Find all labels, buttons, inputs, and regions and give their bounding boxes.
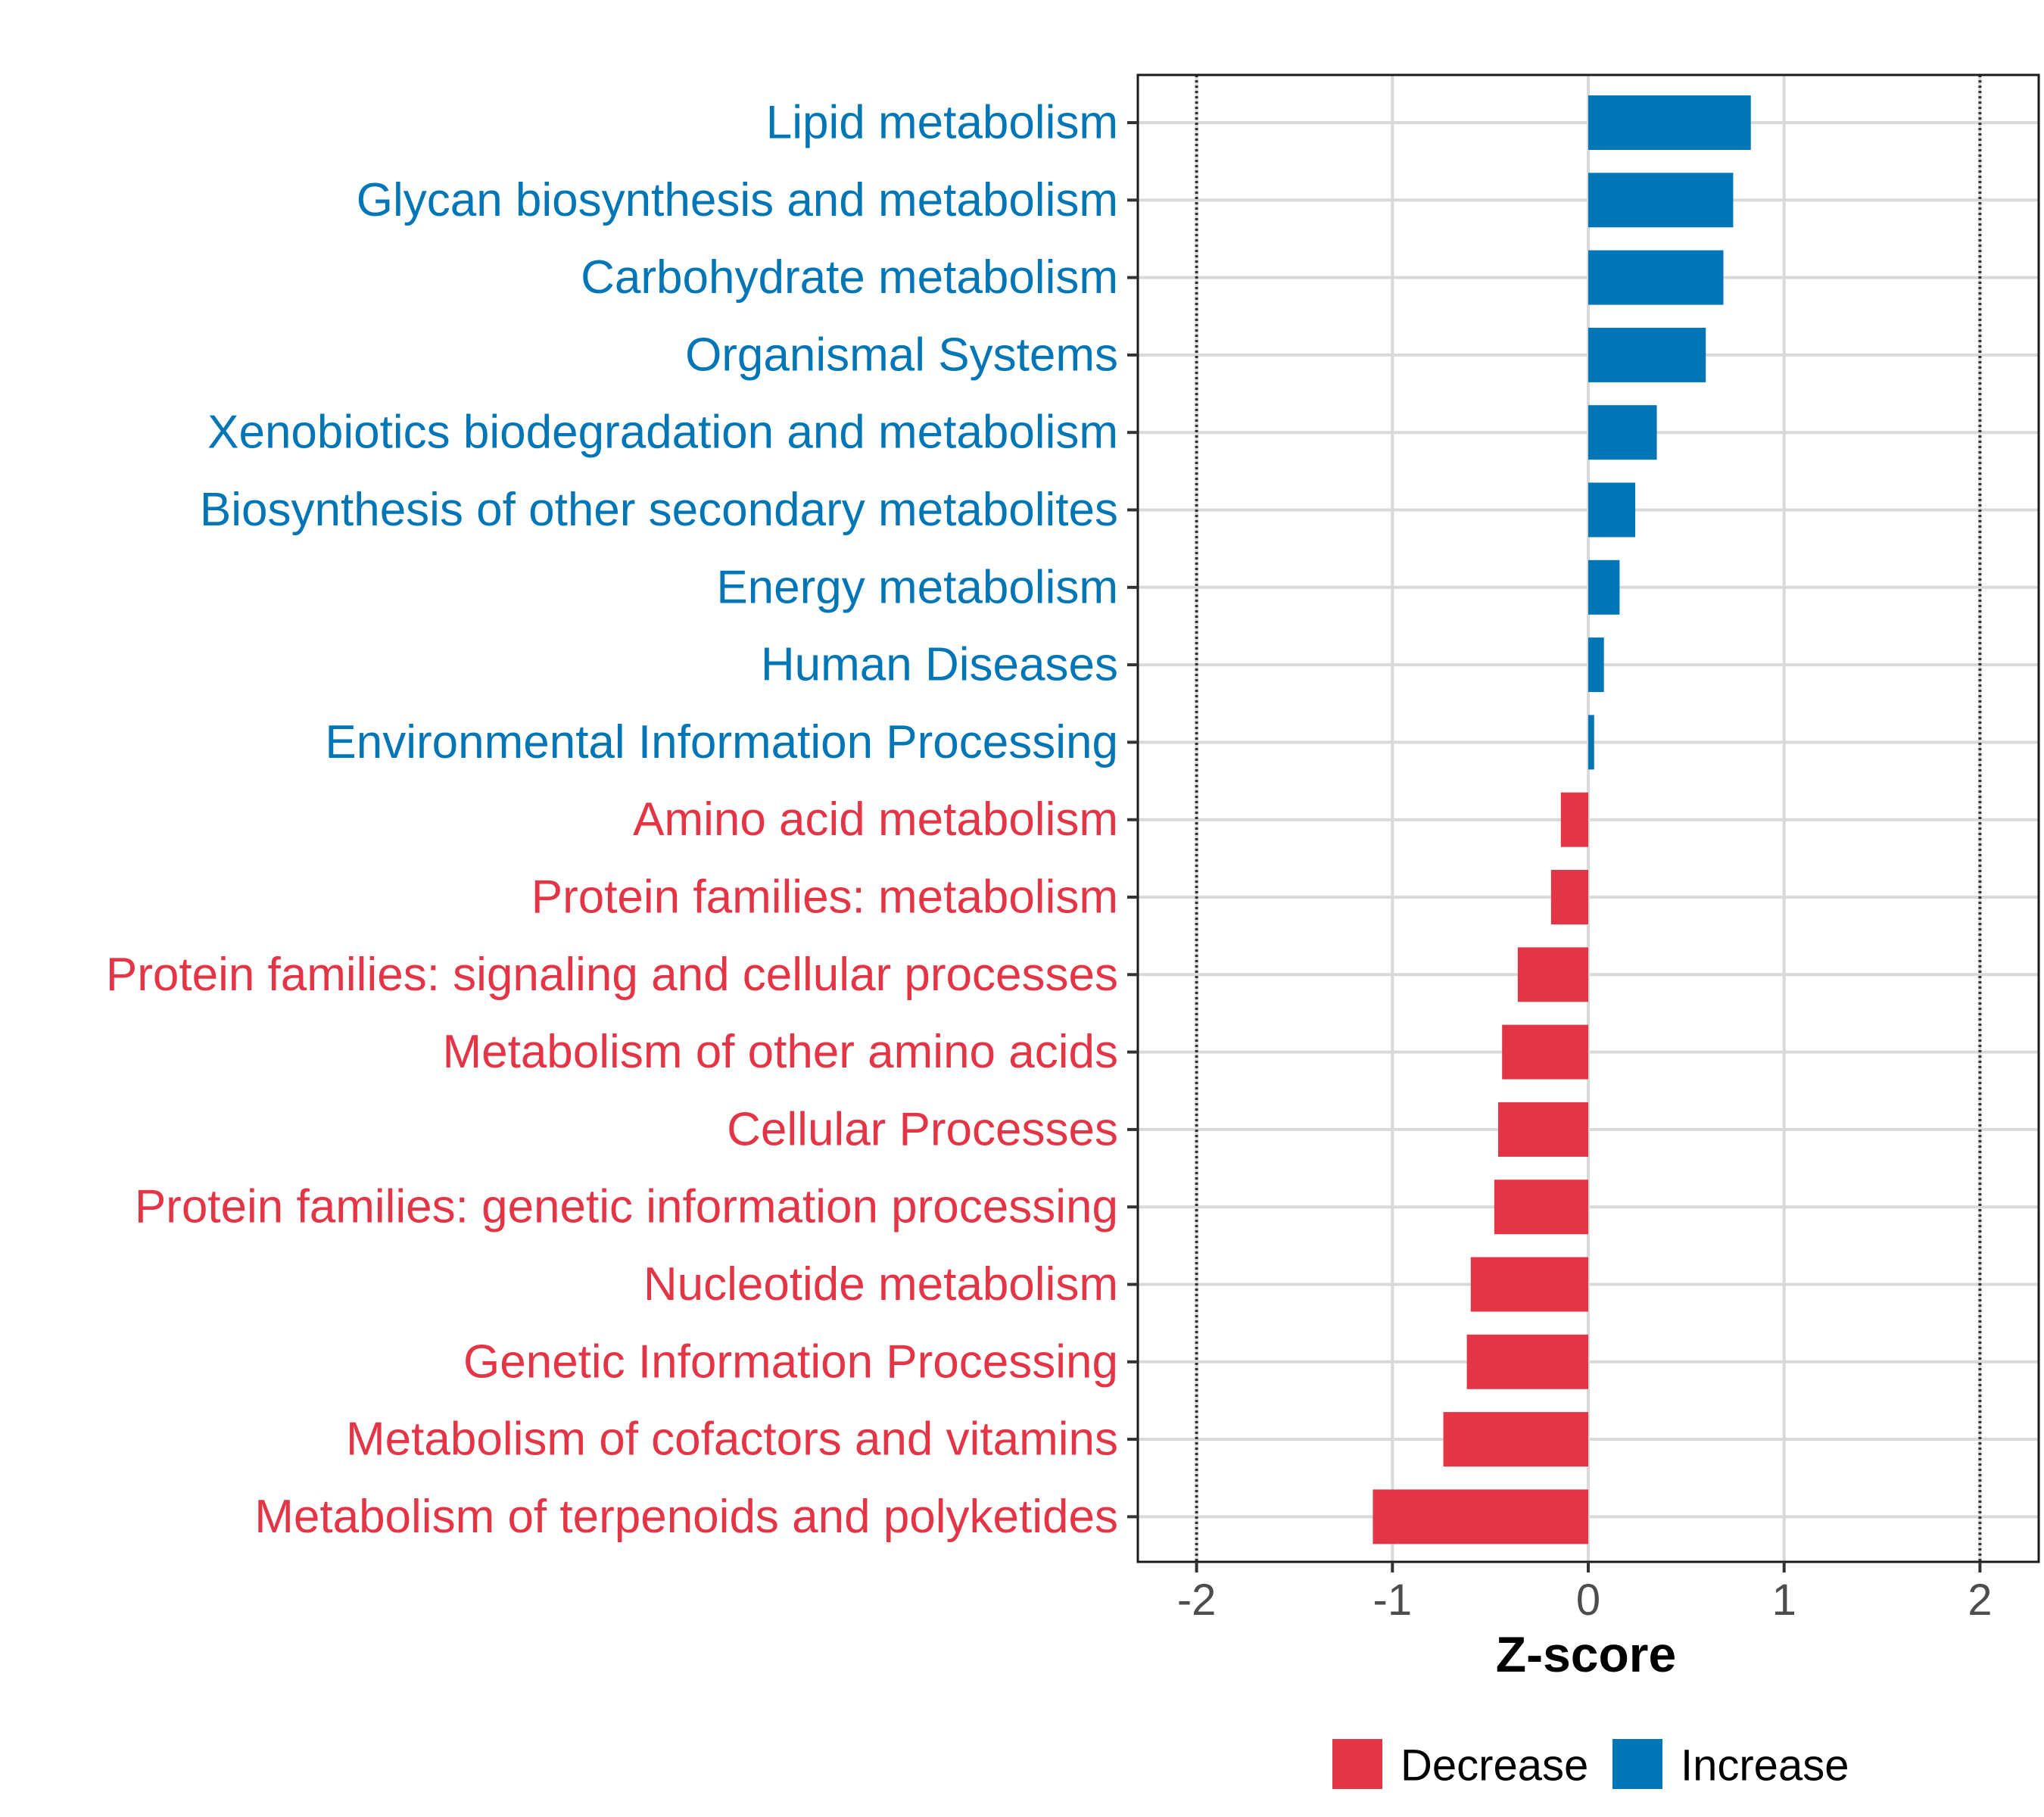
bar — [1502, 1024, 1588, 1080]
y-tick-label: Human Diseases — [761, 639, 1118, 691]
bar — [1494, 1180, 1588, 1235]
bar — [1550, 870, 1588, 924]
bar — [1588, 637, 1604, 693]
legend-key — [1612, 1739, 1662, 1789]
y-tick-label: Protein families: metabolism — [531, 871, 1118, 924]
bar — [1588, 95, 1751, 150]
x-axis-ticks: -2 -1 0 1 2 — [1177, 1562, 1993, 1625]
y-tick-label: Carbohydrate metabolism — [581, 251, 1118, 304]
x-tick-label: 0 — [1576, 1575, 1600, 1625]
y-tick-label: Biosynthesis of other secondary metaboli… — [200, 484, 1118, 536]
y-tick-label: Glycan biosynthesis and metabolism — [357, 174, 1118, 226]
y-axis-labels: Lipid metabolism Glycan biosynthesis and … — [106, 97, 1118, 1543]
bar — [1560, 792, 1588, 847]
bar — [1588, 327, 1706, 382]
x-tick-label: -2 — [1177, 1575, 1217, 1625]
bar — [1588, 405, 1657, 460]
y-tick-label: Energy metabolism — [716, 561, 1118, 613]
reference-lines — [1195, 75, 1982, 1562]
y-tick-label: Organismal Systems — [685, 329, 1118, 381]
y-tick-label: Protein families: signaling and cellular… — [106, 949, 1118, 1001]
y-axis-ticks — [1127, 121, 1138, 1519]
y-tick-label: Amino acid metabolism — [633, 793, 1118, 846]
bar — [1517, 947, 1588, 1002]
bar — [1588, 559, 1620, 615]
y-tick-label: Genetic Information Processing — [463, 1335, 1118, 1388]
bars — [1373, 95, 1751, 1544]
bar — [1588, 715, 1594, 770]
bar — [1588, 482, 1636, 538]
x-tick-label: -1 — [1373, 1575, 1413, 1625]
y-tick-label: Metabolism of terpenoids and polyketides — [254, 1491, 1118, 1543]
bar — [1588, 250, 1724, 305]
bar — [1443, 1412, 1588, 1467]
bar — [1588, 173, 1734, 228]
bar — [1466, 1334, 1588, 1389]
x-tick-label: 2 — [1968, 1575, 1992, 1625]
x-axis-title: Z-score — [1496, 1626, 1676, 1682]
x-tick-label: 1 — [1772, 1575, 1796, 1625]
y-tick-label: Lipid metabolism — [766, 97, 1118, 149]
legend: Decrease Increase — [1332, 1739, 1849, 1791]
bar — [1470, 1257, 1588, 1312]
y-tick-label: Environmental Information Processing — [325, 716, 1118, 768]
bar — [1498, 1102, 1588, 1157]
y-tick-label: Xenobiotics biodegradation and metabolis… — [207, 407, 1118, 459]
legend-key — [1332, 1739, 1382, 1789]
y-tick-label: Cellular Processes — [727, 1103, 1118, 1155]
y-tick-label: Nucleotide metabolism — [643, 1258, 1118, 1311]
legend-label: Decrease — [1401, 1741, 1588, 1791]
y-tick-label: Metabolism of cofactors and vitamins — [346, 1413, 1118, 1466]
legend-label: Increase — [1681, 1741, 1849, 1791]
y-tick-label: Metabolism of other amino acids — [442, 1026, 1118, 1078]
bar — [1373, 1489, 1588, 1544]
y-tick-label: Protein families: genetic information pr… — [135, 1181, 1118, 1233]
